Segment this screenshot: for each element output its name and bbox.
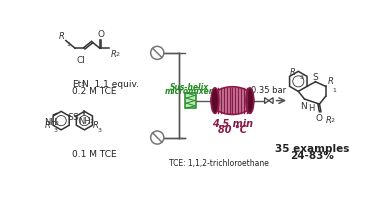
Ellipse shape (246, 88, 254, 114)
Text: 2: 2 (55, 120, 59, 125)
Text: R: R (58, 32, 64, 41)
Text: R: R (326, 115, 332, 124)
Text: NH: NH (78, 116, 91, 125)
Text: 0.1 M TCE: 0.1 M TCE (72, 149, 117, 158)
Text: Sus-helix: Sus-helix (170, 82, 209, 91)
Text: Et: Et (72, 80, 81, 89)
Text: 1: 1 (333, 88, 337, 93)
Ellipse shape (211, 87, 254, 115)
Bar (185, 93, 196, 109)
Text: S: S (313, 73, 318, 82)
Text: R: R (290, 68, 296, 76)
Text: Cl: Cl (76, 56, 85, 65)
Text: TCE: 1,1,2-trichloroethane: TCE: 1,1,2-trichloroethane (169, 159, 269, 167)
Text: R: R (111, 50, 117, 59)
Text: 24-83%: 24-83% (290, 150, 334, 160)
Text: H: H (308, 103, 315, 112)
Text: R: R (328, 76, 334, 85)
Text: N  1.1 equiv.: N 1.1 equiv. (82, 80, 139, 89)
Text: micromixer: micromixer (165, 87, 213, 96)
Text: 0.35 bar: 0.35 bar (251, 85, 286, 94)
Text: 3: 3 (98, 127, 102, 132)
Text: O: O (316, 114, 323, 123)
Ellipse shape (211, 88, 219, 114)
Text: NH: NH (44, 118, 57, 127)
Text: 35 examples: 35 examples (275, 143, 349, 153)
Text: 3: 3 (299, 74, 303, 79)
Text: S: S (72, 112, 78, 121)
Text: R: R (93, 120, 99, 129)
Text: 4.5 min: 4.5 min (212, 119, 253, 129)
Text: R: R (45, 120, 51, 129)
Text: 0.2 M TCE: 0.2 M TCE (72, 86, 117, 95)
Text: S: S (67, 112, 73, 121)
Text: O: O (97, 30, 104, 39)
Text: 80 °C: 80 °C (218, 124, 247, 134)
Text: 2: 2 (115, 52, 119, 57)
Text: 2: 2 (330, 118, 334, 123)
Text: 3: 3 (54, 127, 58, 132)
Text: 2: 2 (89, 119, 93, 124)
Text: 3: 3 (80, 82, 85, 87)
Text: N: N (300, 102, 307, 111)
Text: 1: 1 (67, 42, 71, 47)
